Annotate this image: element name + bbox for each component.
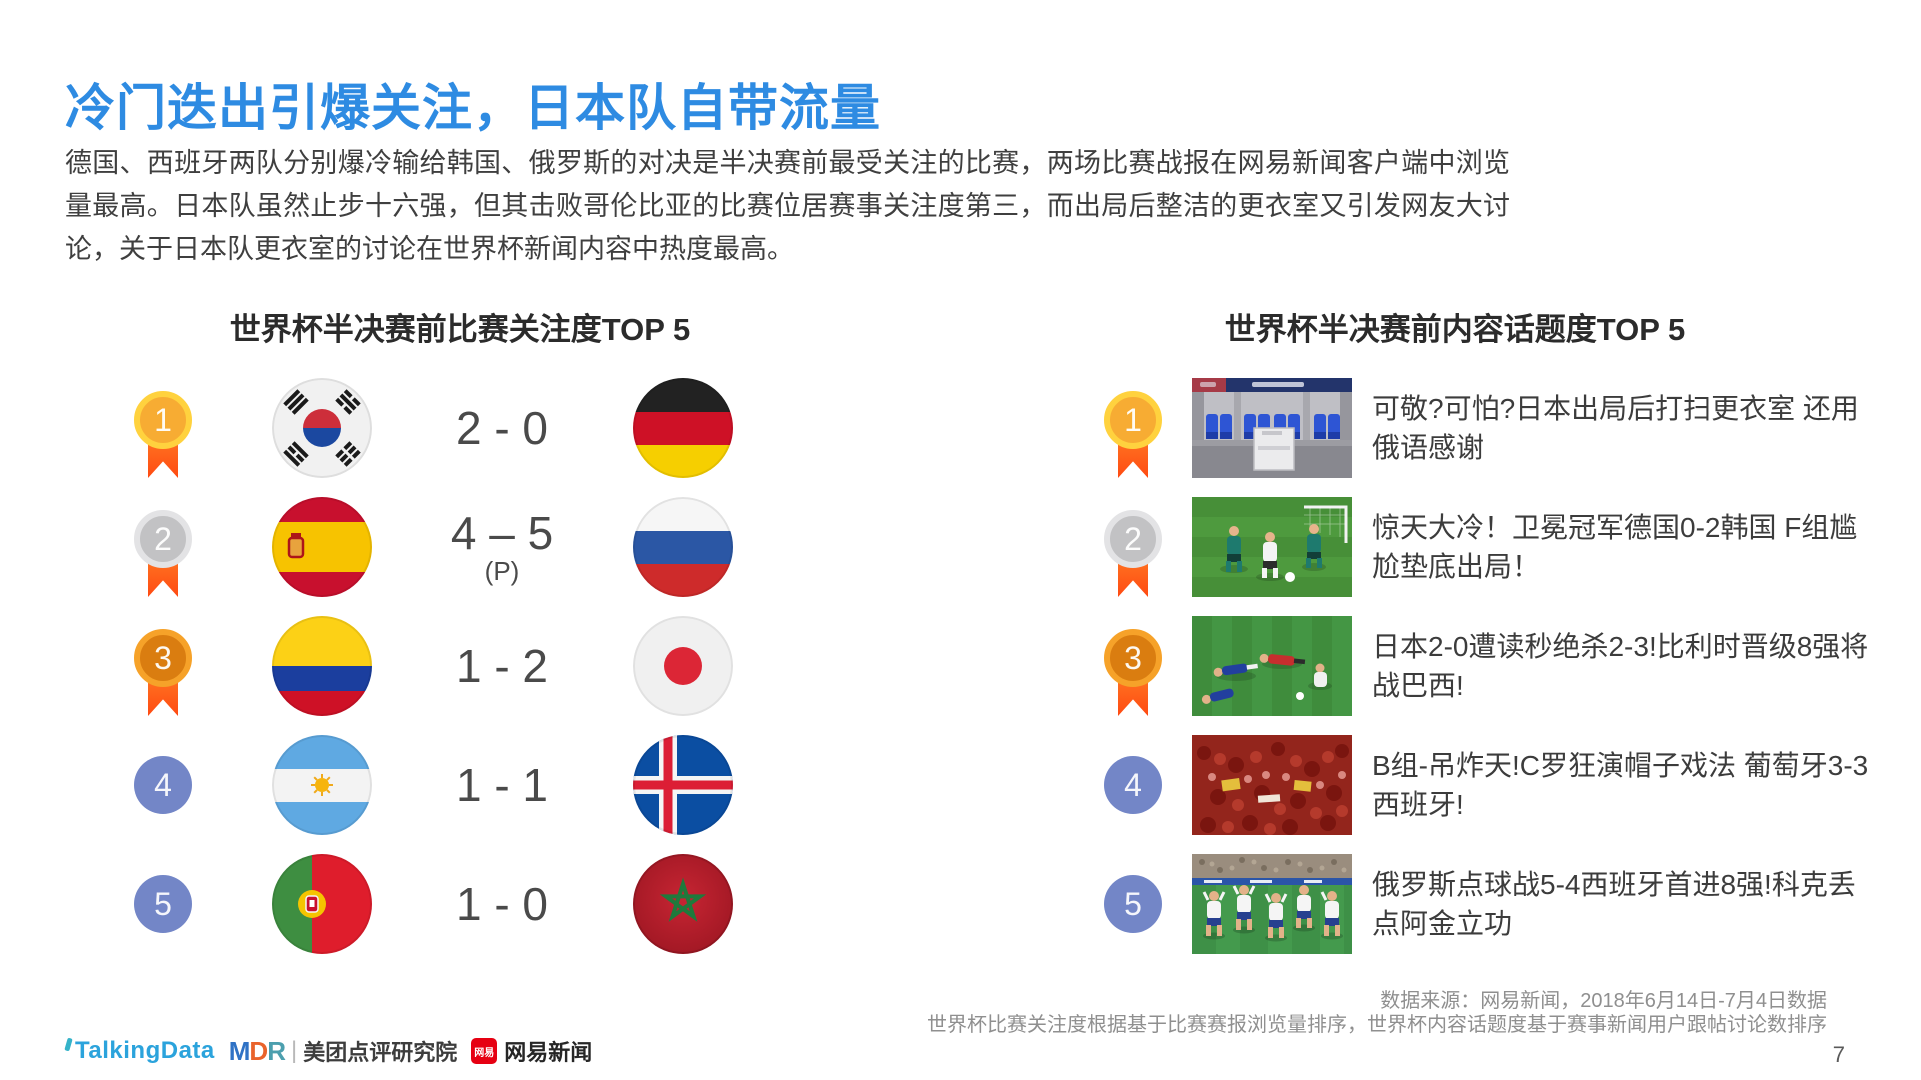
- news-headline: 惊天大冷！卫冕冠军德国0-2韩国 F组尴尬垫底出局！: [1372, 512, 1858, 582]
- news-headline: 俄罗斯点球战5-4西班牙首进8强!科克丢点阿金立功: [1372, 869, 1856, 939]
- match-attention-title: 世界杯半决赛前比赛关注度TOP 5: [229, 312, 691, 347]
- rank-number: 3: [154, 639, 172, 676]
- flag-germany-icon: [633, 378, 733, 478]
- news-headline: 可敬?可怕?日本出局后打扫更衣室 还用俄语感谢: [1372, 393, 1859, 463]
- meituan-research-label: 美团点评研究院: [303, 1040, 458, 1065]
- news-row-3: 3 日本2-0遭读秒绝杀2-3!比利时晋级8强将战巴西!: [1100, 616, 1890, 716]
- match-score: 1 - 2: [455, 640, 549, 692]
- news-row-1: 1 可敬?可怕?日本出局后打扫更衣室 还用俄语感谢: [1100, 378, 1890, 478]
- footer-logos: TalkingData M D R | 美团点评研究院 网易 网易新闻: [64, 1034, 592, 1068]
- rank-number: 4: [154, 766, 172, 803]
- rank-number: 2: [1124, 520, 1142, 557]
- rank-number: 4: [1124, 766, 1142, 803]
- rank-2-medal: 2: [134, 497, 192, 597]
- flag-south-korea-icon: [272, 378, 372, 478]
- match-row-1: 1 2 - 0: [120, 378, 800, 478]
- rank-3-medal: 3: [1104, 616, 1162, 716]
- rank-1-medal: 1: [134, 378, 192, 478]
- rank-number: 1: [154, 401, 172, 438]
- flag-morocco-icon: [633, 854, 733, 954]
- japan-locker-room-photo: [1192, 378, 1352, 478]
- logo-divider: |: [290, 1037, 298, 1064]
- japan-belgium-match-photo: [1192, 616, 1352, 716]
- match-row-4: 4 1 - 1: [120, 735, 800, 835]
- talkingdata-tick-icon: [64, 1037, 73, 1051]
- content-topic-title: 世界杯半决赛前内容话题度TOP 5: [1224, 312, 1686, 347]
- match-score: 1 - 1: [455, 759, 549, 811]
- rank-number: 5: [1124, 885, 1142, 922]
- portugal-spain-fans-photo: [1192, 735, 1352, 835]
- rank-5-badge: 5: [1104, 875, 1162, 933]
- match-row-5: 5 1 - 0: [120, 854, 800, 954]
- match-score: 4 – 5 (P): [450, 507, 554, 586]
- rank-number: 5: [154, 885, 172, 922]
- rank-number: 1: [1124, 401, 1142, 438]
- match-score: 1 - 0: [455, 878, 549, 930]
- talkingdata-logo: TalkingData: [64, 1037, 215, 1065]
- flag-japan-icon: [633, 616, 733, 716]
- page-title: 冷门迭出引爆关注，日本队自带流量: [65, 80, 881, 136]
- flag-spain-icon: [272, 497, 372, 597]
- rank-number: 2: [154, 520, 172, 557]
- flag-iceland-icon: [633, 735, 733, 835]
- flag-argentina-icon: [272, 735, 372, 835]
- flag-portugal-icon: [272, 854, 372, 954]
- russia-celebration-photo: [1192, 854, 1352, 954]
- rank-3-medal: 3: [134, 616, 192, 716]
- penalty-note: (P): [484, 556, 520, 586]
- rank-4-badge: 4: [134, 756, 192, 814]
- netease-news-logo: 网易 网易新闻: [471, 1035, 592, 1067]
- flag-colombia-icon: [272, 616, 372, 716]
- germany-korea-match-photo: [1192, 497, 1352, 597]
- news-row-5: 5 俄罗斯点球战5-4西班牙首进8强!科克丢点阿金: [1100, 854, 1890, 954]
- news-headline: B组-吊炸天!C罗狂演帽子戏法 葡萄牙3-3西班牙!: [1372, 750, 1869, 820]
- rank-1-medal: 1: [1104, 378, 1162, 478]
- data-source-line2: 世界杯比赛关注度根据基于比赛赛报浏览量排序，世界杯内容话题度基于赛事新闻用户跟帖…: [927, 1014, 1827, 1036]
- match-row-2: 2 4 – 5 (P): [120, 497, 800, 597]
- netease-news-label: 网易新闻: [504, 1040, 593, 1065]
- netease-badge-icon: 网易: [471, 1038, 498, 1064]
- data-source-line1: 数据来源：网易新闻，2018年6月14日-7月4日数据: [1380, 990, 1827, 1012]
- rank-number: 3: [1124, 639, 1142, 676]
- flag-russia-icon: [633, 497, 733, 597]
- match-score: 2 - 0: [455, 402, 549, 454]
- news-headline: 日本2-0遭读秒绝杀2-3!比利时晋级8强将战巴西!: [1372, 631, 1869, 701]
- rank-5-badge: 5: [134, 875, 192, 933]
- intro-paragraph: 德国、西班牙两队分别爆冷输给韩国、俄罗斯的对决是半决赛前最受关注的比赛，两场比赛…: [65, 148, 1510, 264]
- rank-4-badge: 4: [1104, 756, 1162, 814]
- rank-2-medal: 2: [1104, 497, 1162, 597]
- match-row-3: 3 1 - 2: [120, 616, 800, 716]
- news-row-2: 2 惊天大冷！卫冕冠军德国0-2韩国 F组尴尬垫底出局！: [1100, 497, 1890, 597]
- mdr-meituan-logo: M D R | 美团点评研究院: [228, 1035, 458, 1066]
- news-row-4: 4 B组-吊炸天!C罗狂演帽子戏法 葡萄牙3-3西班牙!: [1100, 735, 1890, 835]
- page-number: 7: [1832, 1042, 1845, 1067]
